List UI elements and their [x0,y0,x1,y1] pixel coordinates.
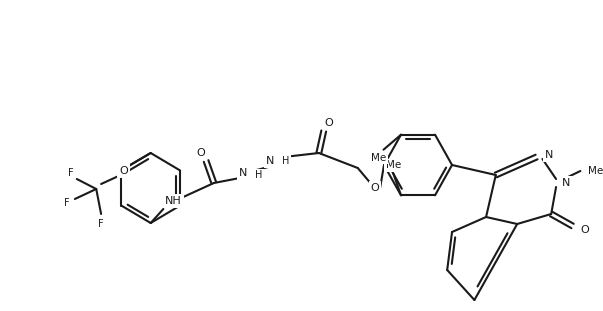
Text: H: H [254,170,262,180]
Text: Me: Me [588,166,603,176]
Text: F: F [65,198,70,208]
Text: NH: NH [165,196,182,206]
Text: O: O [196,148,204,158]
Text: N: N [239,168,247,178]
Text: Me: Me [385,160,401,170]
Text: O: O [580,225,589,235]
Text: N: N [545,150,553,160]
Text: O: O [119,166,128,176]
Text: H: H [282,156,289,166]
Text: F: F [98,219,104,229]
Text: N: N [562,178,570,188]
Text: F: F [68,168,74,178]
Text: Me: Me [371,153,387,163]
Text: N: N [266,156,274,166]
Text: O: O [324,118,333,128]
Text: O: O [371,183,380,193]
